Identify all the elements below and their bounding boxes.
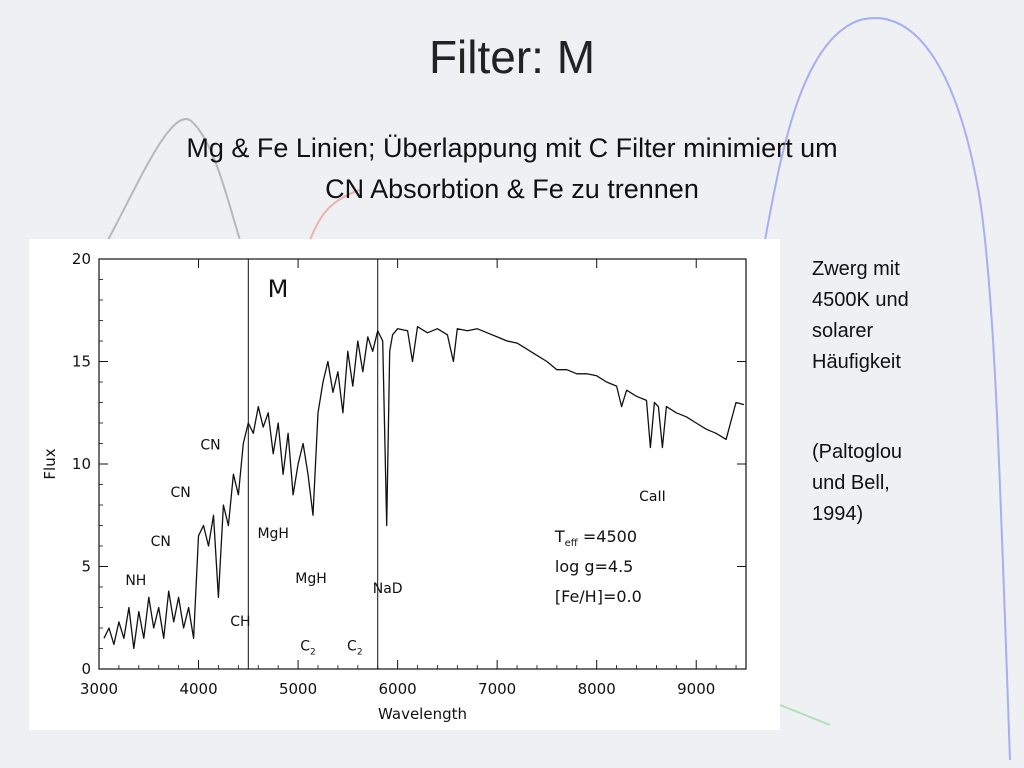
y-tick-label: 20 [72, 250, 91, 268]
y-tick-label: 5 [81, 558, 91, 576]
feature-label: CN [151, 534, 171, 550]
slide-subtitle: Mg & Fe Linien; Überlappung mit C Filter… [70, 128, 954, 210]
subtitle-line-1: Mg & Fe Linien; Überlappung mit C Filter… [186, 133, 838, 163]
feature-label: CN [170, 485, 190, 501]
slide-title: Filter: M [428, 31, 596, 83]
x-tick-label: 5000 [279, 680, 317, 698]
bg-curve-green [779, 704, 831, 726]
spectrum-chart: 3000 4000 5000 6000 7000 8000 9000 0 5 10 15 20 Wave… [41, 250, 747, 723]
star-description: Zwerg mit 4500K und solarer Häufigkeit [812, 254, 1012, 378]
y-tick-label: 15 [72, 353, 91, 371]
feature-label: NaD [373, 581, 403, 597]
feature-label: CaII [639, 489, 666, 505]
x-tick-label: 7000 [478, 680, 516, 698]
note-line: solarer [812, 320, 874, 342]
x-tick-label: 6000 [379, 680, 417, 698]
spectrum-line [103, 326, 745, 650]
note-line: Zwerg mit [812, 258, 900, 280]
note-line: 4500K und [812, 289, 909, 311]
bg-curve-red [309, 189, 361, 241]
citation-line: (Paltoglou [812, 441, 903, 463]
parameter-label: log g=4.5 [555, 557, 633, 576]
filter-band-label: M [268, 275, 289, 303]
x-axis-label: Wavelength [378, 705, 467, 723]
bg-curve-gray [107, 118, 241, 241]
parameter-label: Teff [554, 527, 579, 549]
feature-label: C2 [300, 639, 316, 658]
citation-line: und Bell, [812, 472, 890, 494]
x-tick-label: 8000 [578, 680, 616, 698]
citation: (Paltoglou und Bell, 1994) [812, 437, 1012, 530]
note-line: Häufigkeit [812, 351, 901, 373]
citation-line: 1994) [812, 503, 864, 525]
x-tick-label: 4000 [179, 680, 217, 698]
feature-label: CH [230, 614, 250, 630]
feature-label: MgH [295, 571, 327, 587]
parameter-value: =4500 [583, 527, 637, 546]
feature-label: NH [125, 573, 146, 589]
feature-label: C2 [347, 639, 363, 658]
x-tick-label: 9000 [677, 680, 715, 698]
parameter-label: [Fe/H]=0.0 [555, 587, 642, 606]
subtitle-line-2: CN Absorbtion & Fe zu trennen [325, 174, 699, 204]
feature-label: CN [200, 438, 220, 454]
feature-label: MgH [257, 526, 289, 542]
y-axis-label: Flux [41, 448, 59, 479]
x-tick-label: 3000 [80, 680, 118, 698]
bg-curve-blue [764, 17, 1011, 761]
y-tick-label: 0 [81, 660, 91, 678]
plot-frame [98, 258, 747, 670]
spectrum-figure: 3000 4000 5000 6000 7000 8000 9000 0 5 10 15 20 Wave… [29, 239, 780, 730]
y-tick-label: 10 [72, 455, 91, 473]
